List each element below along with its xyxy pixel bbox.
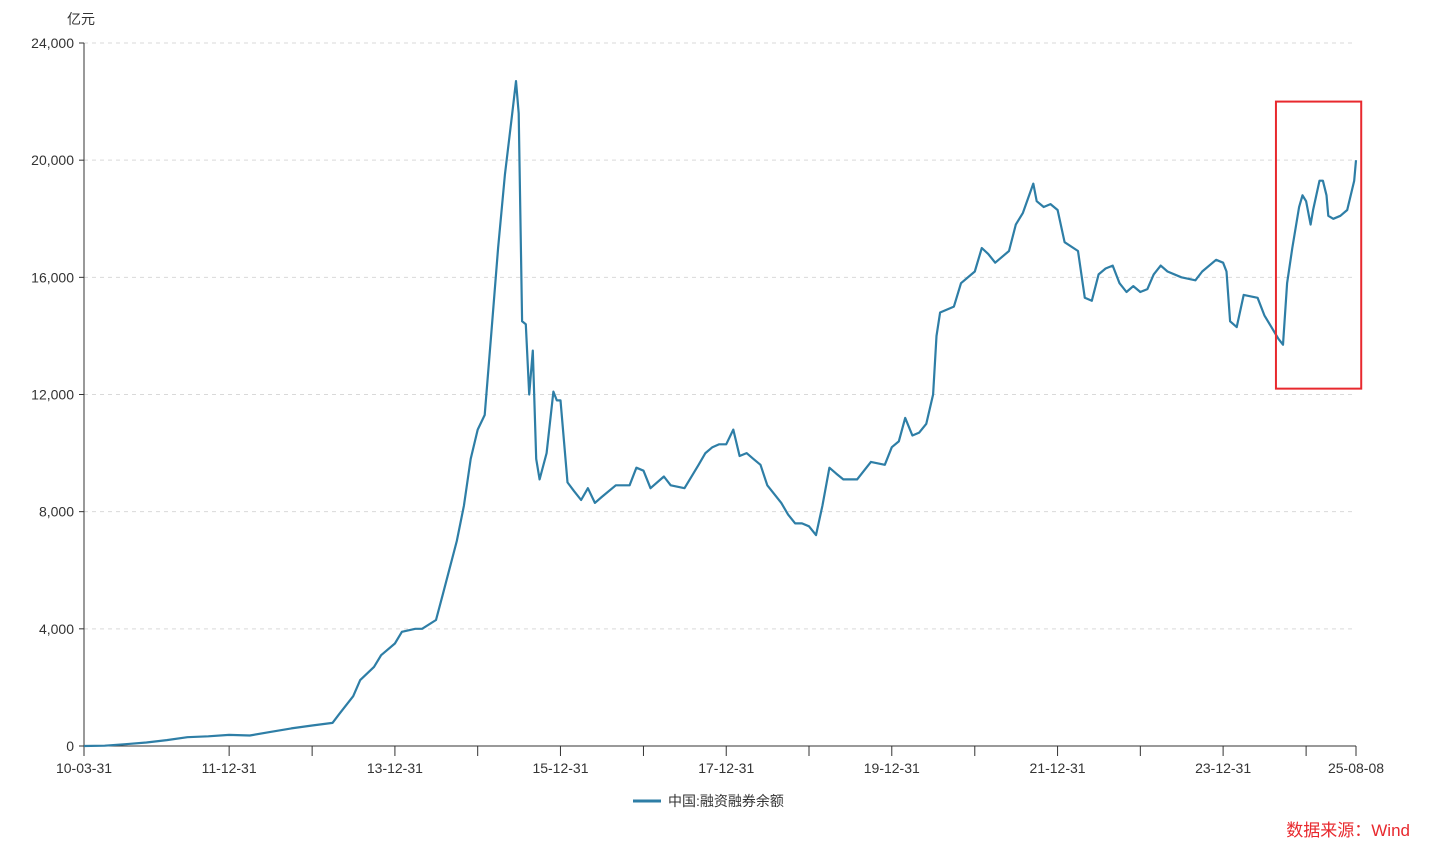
x-axis: 10-03-31 11-12-31 13-12-31 15-12-31 17-12-31… [56, 745, 1384, 776]
x-tick-label: 21-12-31 [1030, 760, 1086, 776]
y-tick-label: 8,000 [39, 504, 74, 520]
legend-label: 中国:融资融券余额 [668, 793, 784, 809]
x-tick-label: 10-03-31 [56, 760, 112, 776]
series-layer [83, 80, 1358, 748]
x-tick-label: 15-12-31 [532, 760, 588, 776]
x-tick-label: 19-12-31 [864, 760, 920, 776]
x-tick-label: 13-12-31 [367, 760, 423, 776]
annotation-layer [1274, 100, 1363, 390]
y-tick-label: 0 [66, 738, 74, 754]
y-axis-unit-label: 亿元 [67, 11, 95, 27]
y-tick-label: 4,000 [39, 621, 74, 637]
source-note: 数据来源：Wind [1286, 821, 1410, 840]
x-tick-label: 23-12-31 [1195, 760, 1251, 776]
x-tick-label: 17-12-31 [698, 760, 754, 776]
y-tick-label: 24,000 [31, 35, 74, 51]
x-tick-label: 25-08-08 [1328, 760, 1384, 776]
y-tick-label: 16,000 [31, 269, 74, 285]
y-tick-label: 12,000 [31, 387, 74, 403]
x-tick-label: 11-12-31 [202, 760, 257, 776]
gridlines [84, 42, 1356, 630]
series-line [83, 80, 1358, 748]
y-tick-label: 20,000 [31, 152, 74, 168]
y-axis: 0 4,000 8,000 12,000 16,000 20,000 24,000 [31, 35, 85, 754]
highlight-box [1274, 100, 1363, 390]
legend[interactable]: 中国:融资融券余额 [633, 793, 784, 809]
